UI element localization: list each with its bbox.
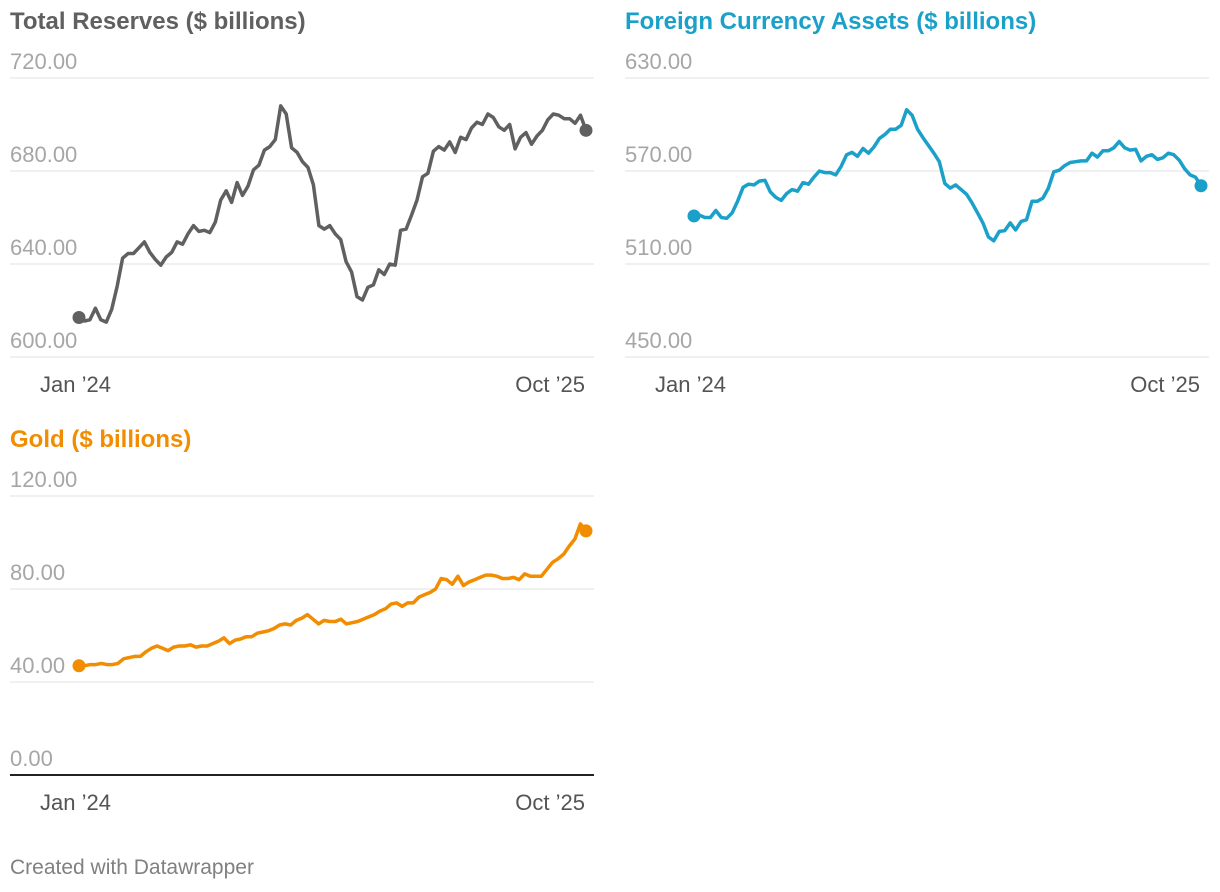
y-tick-label: 80.00 xyxy=(10,560,65,585)
chart-foreign-currency-assets: Foreign Currency Assets ($ billions) 630… xyxy=(625,0,1220,400)
y-tick-label: 680.00 xyxy=(10,142,77,167)
x-tick-label: Jan ’24 xyxy=(40,790,111,815)
end-point xyxy=(579,123,593,137)
start-point xyxy=(687,209,701,223)
x-tick-label: Oct ’25 xyxy=(515,790,585,815)
y-tick-label: 40.00 xyxy=(10,653,65,678)
chart-plot: 120.00 80.00 40.00 0.00 Jan ’24 Oct ’25 xyxy=(10,467,594,815)
y-tick-label: 720.00 xyxy=(10,49,77,74)
series-line xyxy=(692,108,1203,243)
chart-title: Gold ($ billions) xyxy=(10,426,192,453)
x-tick-label: Oct ’25 xyxy=(515,372,585,397)
start-point xyxy=(72,310,86,324)
chart-gold: Gold ($ billions) 120.00 80.00 40.00 0.00 Ja… xyxy=(10,418,606,818)
y-tick-label: 570.00 xyxy=(625,142,692,167)
y-tick-label: 630.00 xyxy=(625,49,692,74)
chart-title: Total Reserves ($ billions) xyxy=(10,8,306,35)
series-line xyxy=(77,522,588,668)
y-tick-label: 510.00 xyxy=(625,235,692,260)
series-line xyxy=(77,104,588,324)
y-tick-label: 120.00 xyxy=(10,467,77,492)
end-point xyxy=(1194,179,1208,193)
y-tick-label: 640.00 xyxy=(10,235,77,260)
y-tick-label: 0.00 xyxy=(10,746,53,771)
chart-title: Foreign Currency Assets ($ billions) xyxy=(625,8,1037,35)
y-tick-label: 450.00 xyxy=(625,328,692,353)
chart-plot: 720.00 680.00 640.00 600.00 Jan ’24 Oct ’25 xyxy=(10,49,594,397)
x-tick-label: Jan ’24 xyxy=(655,372,726,397)
end-point xyxy=(579,524,593,538)
y-tick-label: 600.00 xyxy=(10,328,77,353)
x-tick-label: Jan ’24 xyxy=(40,372,111,397)
datawrapper-credit: Created with Datawrapper xyxy=(10,856,254,879)
chart-plot: 630.00 570.00 510.00 450.00 Jan ’24 Oct ’25 xyxy=(625,49,1209,397)
start-point xyxy=(72,659,86,673)
x-tick-label: Oct ’25 xyxy=(1130,372,1200,397)
chart-total-reserves: Total Reserves ($ billions) 720.00 680.00… xyxy=(10,0,606,400)
